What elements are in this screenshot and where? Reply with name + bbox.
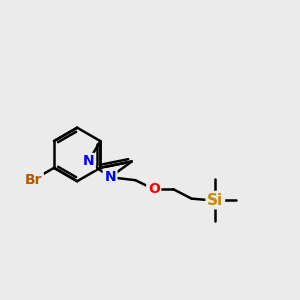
Text: N: N: [104, 170, 116, 184]
Text: Br: Br: [25, 173, 42, 187]
Text: O: O: [148, 182, 160, 196]
Text: Si: Si: [207, 193, 223, 208]
Text: N: N: [82, 154, 94, 169]
